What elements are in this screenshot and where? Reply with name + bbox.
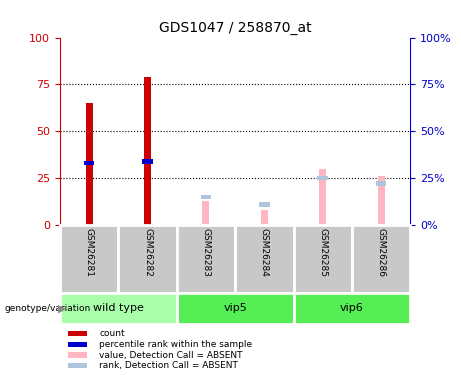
FancyBboxPatch shape [235, 225, 294, 292]
Bar [86, 103, 93, 225]
Bar [319, 169, 326, 225]
FancyBboxPatch shape [177, 225, 235, 292]
Text: GSM26281: GSM26281 [85, 228, 94, 278]
Text: genotype/variation: genotype/variation [5, 304, 91, 313]
Text: wild type: wild type [93, 303, 144, 313]
Bar [68, 331, 88, 336]
FancyBboxPatch shape [118, 225, 177, 292]
FancyBboxPatch shape [352, 225, 410, 292]
Bar [378, 176, 384, 225]
Bar [318, 176, 328, 180]
Bar [144, 77, 151, 225]
Bar [68, 342, 88, 347]
Text: ▶: ▶ [58, 303, 66, 313]
Text: count: count [99, 329, 125, 338]
FancyBboxPatch shape [294, 292, 410, 324]
Text: GSM26285: GSM26285 [318, 228, 327, 278]
Bar [259, 202, 270, 207]
Bar [261, 210, 268, 225]
Text: rank, Detection Call = ABSENT: rank, Detection Call = ABSENT [99, 362, 238, 370]
Text: vip6: vip6 [340, 303, 364, 313]
FancyBboxPatch shape [60, 225, 118, 292]
FancyBboxPatch shape [294, 225, 352, 292]
FancyBboxPatch shape [60, 292, 177, 324]
Bar [84, 161, 95, 165]
Bar [142, 159, 153, 164]
Bar [68, 363, 88, 369]
FancyBboxPatch shape [177, 292, 294, 324]
Text: vip5: vip5 [223, 303, 247, 313]
Text: GSM26283: GSM26283 [201, 228, 210, 278]
Bar [202, 201, 209, 225]
Text: GSM26284: GSM26284 [260, 228, 269, 277]
Bar [376, 182, 386, 186]
Title: GDS1047 / 258870_at: GDS1047 / 258870_at [159, 21, 312, 35]
Text: GSM26282: GSM26282 [143, 228, 152, 277]
Text: percentile rank within the sample: percentile rank within the sample [99, 340, 252, 349]
Text: GSM26286: GSM26286 [377, 228, 385, 278]
Text: value, Detection Call = ABSENT: value, Detection Call = ABSENT [99, 351, 242, 360]
Bar [201, 195, 211, 199]
Bar [68, 352, 88, 358]
